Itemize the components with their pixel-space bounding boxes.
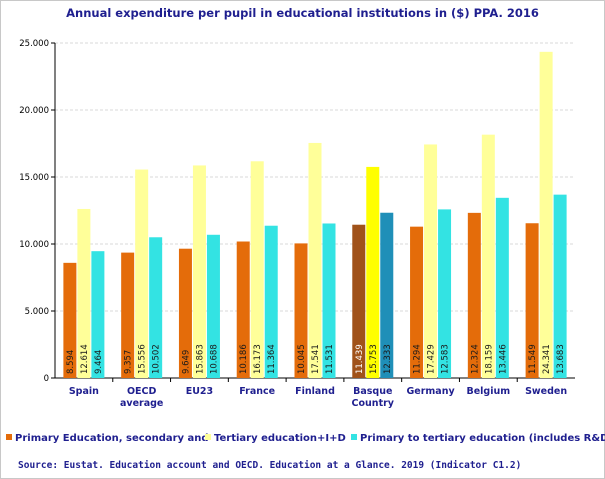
data-label: 12.614 (80, 344, 90, 374)
source-note: Source: Eustat. Education account and OE… (18, 460, 522, 471)
category-label: Belgium (466, 386, 510, 397)
data-label: 12.583 (441, 344, 451, 374)
category-label-line: Germany (406, 386, 455, 397)
category-label: Sweden (525, 386, 567, 397)
data-label: 18.159 (484, 344, 494, 374)
legend-swatch-primary-to-tertiary (351, 434, 357, 440)
category-label-line: OECD (127, 386, 157, 397)
y-tick-label: 0 (44, 374, 49, 384)
bar-chart: 0 5.000 10.000 15.000 20.000 25.000 8.594 12.61… (19, 39, 575, 409)
bar-3 (91, 251, 105, 378)
bar-1 (178, 248, 192, 378)
bar-2 (424, 144, 438, 378)
data-label: 13.446 (498, 344, 508, 374)
chart-title: Annual expenditure per pupil in educatio… (66, 6, 539, 20)
legend-label-primary-to-tertiary: Primary to tertiary education (includes … (360, 433, 605, 444)
legend-swatch-primary-secondary (6, 434, 12, 440)
category-label-line: Finland (295, 386, 335, 397)
legend-item-tertiary: Tertiary education+I+D (205, 433, 346, 444)
bar-3 (495, 197, 509, 378)
data-label: 16.173 (253, 344, 263, 374)
bar-2 (308, 142, 322, 378)
data-label: 15.556 (138, 344, 148, 374)
bar-1 (410, 226, 424, 378)
category-label: Finland (295, 386, 335, 397)
category-label: Basque Country (352, 386, 395, 409)
bar-2 (481, 134, 495, 378)
data-label: 10.502 (152, 344, 162, 374)
y-tick-label: 10.000 (19, 240, 49, 250)
legend-swatch-tertiary (205, 434, 211, 440)
bar-3 (438, 209, 452, 378)
bar-3 (149, 237, 163, 378)
data-label: 11.531 (325, 344, 335, 374)
category-label-line: Sweden (525, 386, 567, 397)
y-tick-label: 5.000 (25, 307, 49, 317)
category-label: EU23 (186, 386, 213, 397)
bar-1 (294, 243, 308, 378)
bar-1 (352, 224, 366, 378)
bar-1 (63, 262, 77, 378)
y-tick-label: 15.000 (19, 173, 49, 183)
bar-3 (206, 234, 220, 378)
bar-2 (250, 161, 264, 378)
data-label: 10.186 (239, 344, 249, 374)
category-label: OECD average (120, 386, 163, 409)
bar-2 (366, 166, 380, 378)
bar-3 (553, 194, 567, 378)
bar-2 (539, 51, 553, 379)
category-label: France (239, 386, 275, 397)
data-label: 11.439 (355, 344, 365, 374)
data-label: 17.541 (311, 344, 321, 374)
data-label: 12.324 (470, 344, 480, 374)
category-label-line: Country (352, 398, 395, 409)
data-label: 10.688 (209, 344, 219, 374)
category-label-line: France (239, 386, 275, 397)
data-label: 8.594 (66, 350, 76, 374)
category-label-line: Spain (69, 386, 99, 397)
data-label: 24.341 (542, 344, 552, 374)
category-label-line: average (120, 398, 163, 409)
legend-label-primary-secondary: Primary Education, secondary and (15, 433, 209, 444)
y-tick-label: 25.000 (19, 39, 49, 49)
data-label: 9.649 (181, 350, 191, 374)
bar-3 (380, 212, 394, 378)
bar-2 (77, 208, 91, 378)
data-label: 9.357 (124, 350, 134, 374)
data-label: 12.333 (383, 344, 393, 374)
category-label-line: Basque (353, 386, 392, 397)
category-label-line: EU23 (186, 386, 213, 397)
data-label: 13.683 (556, 344, 566, 374)
data-label: 11.294 (413, 344, 423, 374)
category-label: Spain (69, 386, 99, 397)
bar-1 (467, 212, 481, 378)
bar-3 (264, 225, 278, 378)
bar-1 (525, 223, 539, 378)
bar-2 (135, 169, 149, 378)
category-label: Germany (406, 386, 455, 397)
y-tick-label: 20.000 (19, 106, 49, 116)
data-label: 15.863 (195, 344, 205, 374)
category-label-line: Belgium (466, 386, 510, 397)
legend-item-primary-secondary: Primary Education, secondary and (6, 433, 209, 444)
data-label: 17.429 (427, 344, 437, 374)
data-label: 10.045 (297, 344, 307, 374)
data-label: 15.753 (369, 344, 379, 374)
bar-1 (121, 252, 135, 378)
bar-2 (192, 165, 206, 378)
data-label: 9.464 (94, 350, 104, 374)
data-label: 11.549 (528, 344, 538, 374)
data-label: 11.364 (267, 344, 277, 374)
bar-1 (236, 241, 250, 378)
bar-3 (322, 223, 336, 378)
legend-label-tertiary: Tertiary education+I+D (214, 433, 346, 444)
legend-item-primary-to-tertiary: Primary to tertiary education (includes … (351, 433, 605, 444)
